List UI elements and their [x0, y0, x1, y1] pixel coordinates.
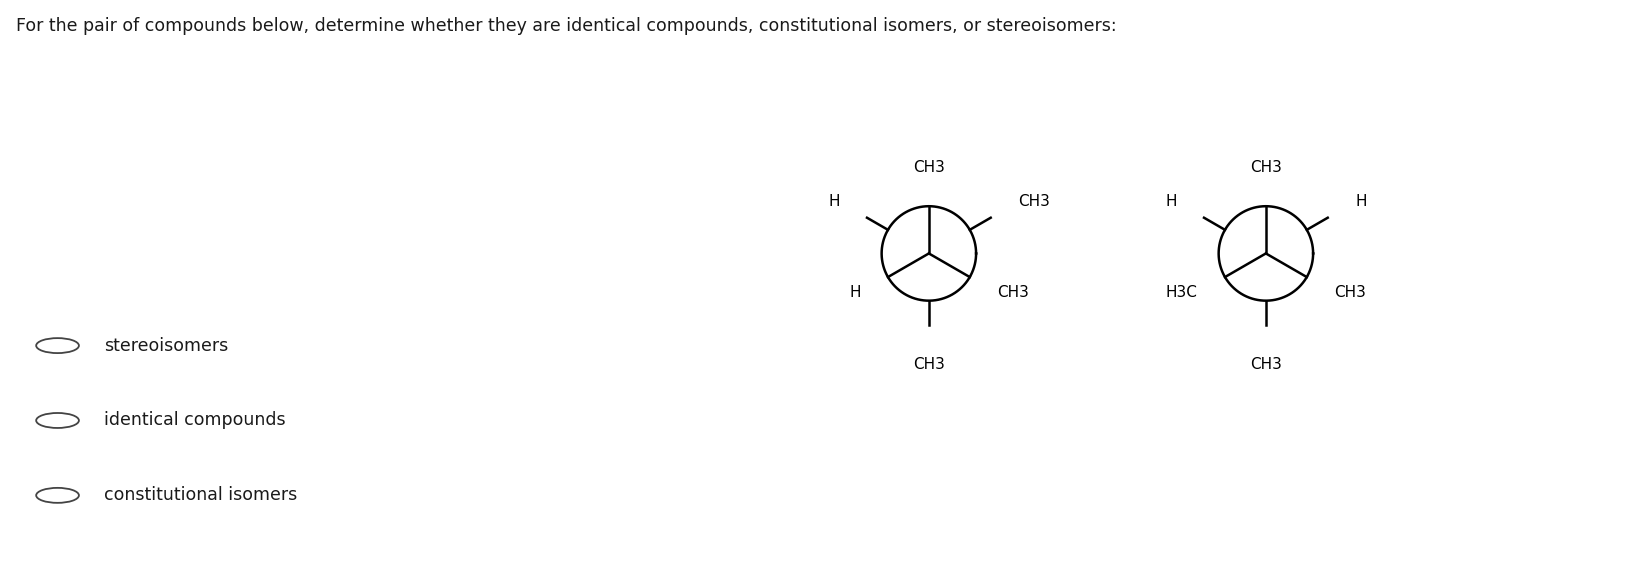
Text: CH3: CH3: [1249, 357, 1282, 372]
Text: CH3: CH3: [998, 285, 1029, 301]
Text: H: H: [1166, 194, 1177, 210]
Text: CH3: CH3: [912, 160, 945, 175]
Text: CH3: CH3: [1018, 194, 1051, 210]
Text: constitutional isomers: constitutional isomers: [104, 486, 298, 505]
Text: H: H: [1355, 194, 1366, 210]
Text: CH3: CH3: [912, 357, 945, 372]
Text: H: H: [848, 285, 860, 301]
Text: For the pair of compounds below, determine whether they are identical compounds,: For the pair of compounds below, determi…: [16, 17, 1116, 35]
Text: H3C: H3C: [1166, 285, 1197, 301]
Text: stereoisomers: stereoisomers: [104, 336, 229, 355]
Text: CH3: CH3: [1249, 160, 1282, 175]
Text: identical compounds: identical compounds: [104, 411, 284, 430]
Text: CH3: CH3: [1335, 285, 1366, 301]
Text: H: H: [829, 194, 840, 210]
